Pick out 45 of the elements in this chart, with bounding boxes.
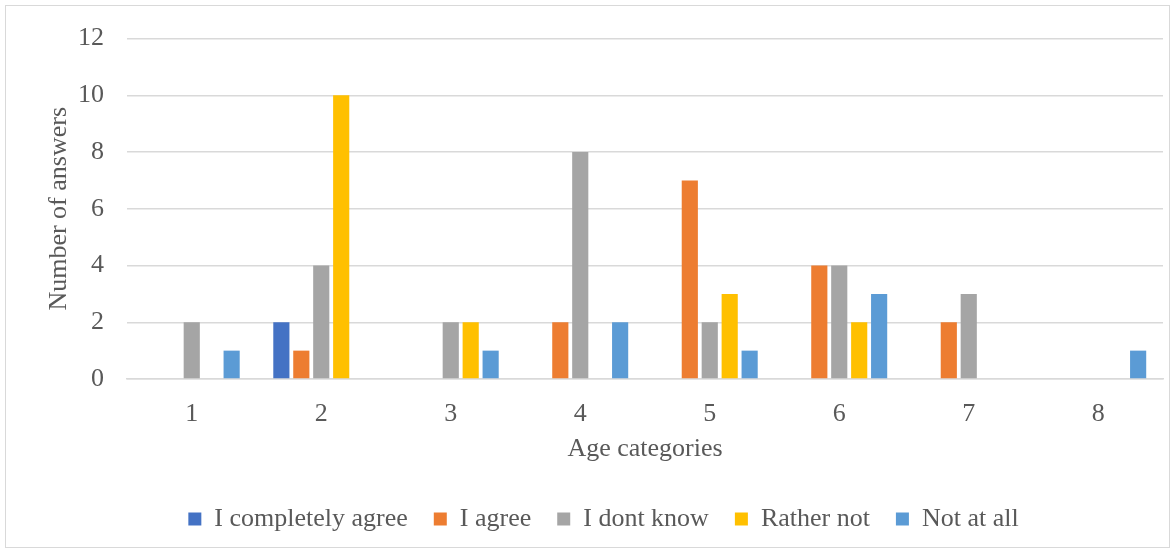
- y-axis-title: Number of answers: [43, 107, 73, 311]
- bar: [462, 322, 479, 379]
- bar: [1130, 350, 1147, 379]
- legend-label: I dont know: [583, 502, 710, 532]
- x-tick-label: 1: [185, 398, 199, 428]
- y-tick-label: 8: [91, 135, 104, 165]
- y-tick-label: 6: [91, 192, 104, 222]
- legend-label: Rather not: [760, 502, 871, 532]
- bar: [960, 293, 977, 379]
- bar: [223, 350, 240, 379]
- bar: [851, 322, 868, 379]
- bar: [701, 322, 718, 379]
- y-tick-label: 10: [78, 79, 104, 109]
- bar: [293, 350, 310, 379]
- bar: [552, 322, 569, 379]
- bar: [572, 152, 589, 379]
- bar: [482, 350, 499, 379]
- x-tick-label: 7: [962, 398, 976, 428]
- bar: [442, 322, 459, 379]
- bar: [721, 293, 738, 379]
- bar: [333, 95, 350, 379]
- y-tick-label: 12: [78, 22, 104, 52]
- y-tick-label: 4: [91, 249, 104, 279]
- bar: [313, 265, 330, 379]
- legend-label: Not at all: [921, 502, 1019, 532]
- y-tick-label: 2: [91, 306, 104, 336]
- bar: [940, 322, 957, 379]
- bar: [811, 265, 828, 379]
- x-tick-label: 5: [703, 398, 717, 428]
- x-tick-label: 3: [444, 398, 458, 428]
- x-axis-title: Age categories: [567, 433, 723, 463]
- bar: [871, 293, 888, 379]
- legend-label: I agree: [459, 502, 532, 532]
- bar: [612, 322, 629, 379]
- legend-label: I completely agree: [214, 502, 408, 532]
- y-tick-label: 0: [91, 362, 104, 392]
- bar: [273, 322, 290, 379]
- bar: [681, 180, 698, 379]
- x-tick-label: 2: [314, 398, 328, 428]
- x-tick-label: 4: [573, 398, 587, 428]
- bar: [831, 265, 848, 379]
- bar: [183, 322, 200, 379]
- x-tick-label: 6: [832, 398, 846, 428]
- bar: [741, 350, 758, 379]
- x-tick-label: 8: [1091, 398, 1105, 428]
